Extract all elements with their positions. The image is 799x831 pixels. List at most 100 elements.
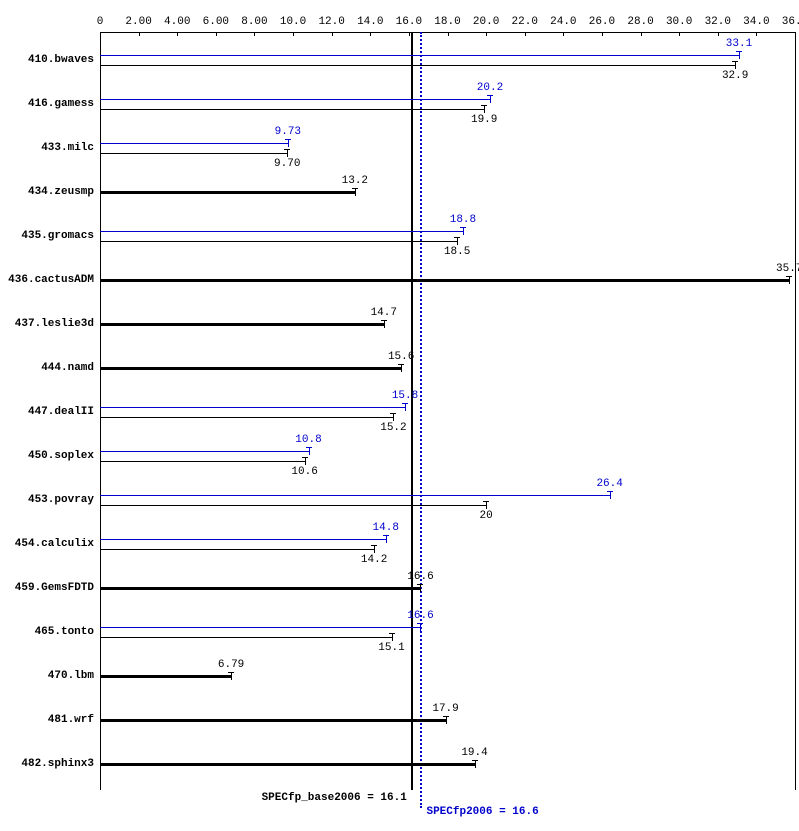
x-tick-label: 26.0 [589,16,615,28]
benchmark-label: 450.soplex [28,450,94,462]
bar-line [100,461,305,462]
bar-line [100,763,475,766]
bar-cap-tick [228,672,234,673]
x-tick-label: 32.0 [705,16,731,28]
benchmark-label: 453.povray [28,494,94,506]
bar-line [100,675,231,678]
bar-value-label: 35.7 [776,263,799,275]
bar-line [100,637,392,638]
bar-cap [386,535,387,543]
bar-value-label: 15.2 [380,422,406,434]
benchmark-label: 459.GemsFDTD [15,582,94,594]
bar-value-label: 26.4 [596,478,622,490]
bar-cap-tick [736,51,742,52]
bar-cap-tick [306,447,312,448]
bar-line [100,109,484,110]
bar-cap [305,457,306,465]
bar-cap-tick [460,227,466,228]
bar-line [100,539,386,540]
bar-line [100,627,420,628]
bar-cap [355,188,356,196]
x-tick-label: 0 [97,16,104,28]
bar-value-label: 16.6 [407,610,433,622]
benchmark-label: 410.bwaves [28,54,94,66]
bar-cap [446,716,447,724]
bar-cap-tick [398,364,404,365]
bar-line [100,153,287,154]
benchmark-label: 433.milc [41,142,94,154]
bar-cap-tick [732,61,738,62]
bar-value-label: 6.79 [218,659,244,671]
bar-value-label: 33.1 [726,38,752,50]
x-tick [679,32,680,36]
x-tick [370,32,371,36]
bar-cap-tick [284,149,290,150]
bar-cap-tick [786,276,792,277]
bar-cap-tick [402,403,408,404]
bar-value-label: 15.8 [392,390,418,402]
x-tick [448,32,449,36]
bar-cap [231,672,232,680]
bar-cap [484,105,485,113]
benchmark-label: 435.gromacs [21,230,94,242]
bar-line [100,65,735,66]
bar-line [100,99,490,100]
bar-cap [401,364,402,372]
bar-cap [405,403,406,411]
bar-line [100,323,384,326]
bar-cap [420,584,421,592]
x-tick-label: 20.0 [473,16,499,28]
bar-value-label: 15.6 [388,351,414,363]
bar-line [100,495,610,496]
x-tick-label: 6.00 [203,16,229,28]
bar-line [100,407,405,408]
x-tick-label: 16.0 [396,16,422,28]
bar-cap [486,501,487,509]
bar-cap [393,413,394,421]
bar-cap [457,237,458,245]
x-tick-label: 36.0 [782,16,799,28]
bar-cap [374,545,375,553]
benchmark-label: 434.zeusmp [28,186,94,198]
bar-cap-tick [487,95,493,96]
bar-cap [384,320,385,328]
x-tick-label: 18.0 [434,16,460,28]
x-tick [216,32,217,36]
bar-value-label: 9.70 [274,158,300,170]
bar-cap-tick [381,320,387,321]
bar-cap [392,633,393,641]
legend-peak: SPECfp2006 = 16.6 [426,806,538,818]
bar-line [100,417,393,418]
bar-line [100,191,355,194]
benchmark-label: 444.namd [41,362,94,374]
bar-cap-tick [417,623,423,624]
bar-line [100,241,457,242]
x-tick [254,32,255,36]
bar-value-label: 14.8 [373,522,399,534]
bar-cap-tick [443,716,449,717]
spec-chart: 02.004.006.008.0010.012.014.016.018.020.… [0,0,799,831]
x-tick [718,32,719,36]
bar-line [100,231,463,232]
benchmark-label: 481.wrf [48,714,94,726]
x-tick-label: 10.0 [280,16,306,28]
x-tick [293,32,294,36]
bar-value-label: 10.8 [295,434,321,446]
x-tick-label: 22.0 [512,16,538,28]
x-tick-label: 30.0 [666,16,692,28]
x-tick-label: 34.0 [743,16,769,28]
bar-cap-tick [285,139,291,140]
benchmark-label: 436.cactusADM [8,274,94,286]
bar-value-label: 13.2 [342,175,368,187]
bar-cap [288,139,289,147]
bar-cap [287,149,288,157]
benchmark-label: 437.leslie3d [15,318,94,330]
bar-cap-tick [417,584,423,585]
x-tick-label: 28.0 [627,16,653,28]
x-tick-label: 4.00 [164,16,190,28]
bar-cap-tick [454,237,460,238]
bar-cap-tick [472,760,478,761]
bar-value-label: 20 [480,510,493,522]
bar-cap-tick [383,535,389,536]
bar-value-label: 19.4 [461,747,487,759]
